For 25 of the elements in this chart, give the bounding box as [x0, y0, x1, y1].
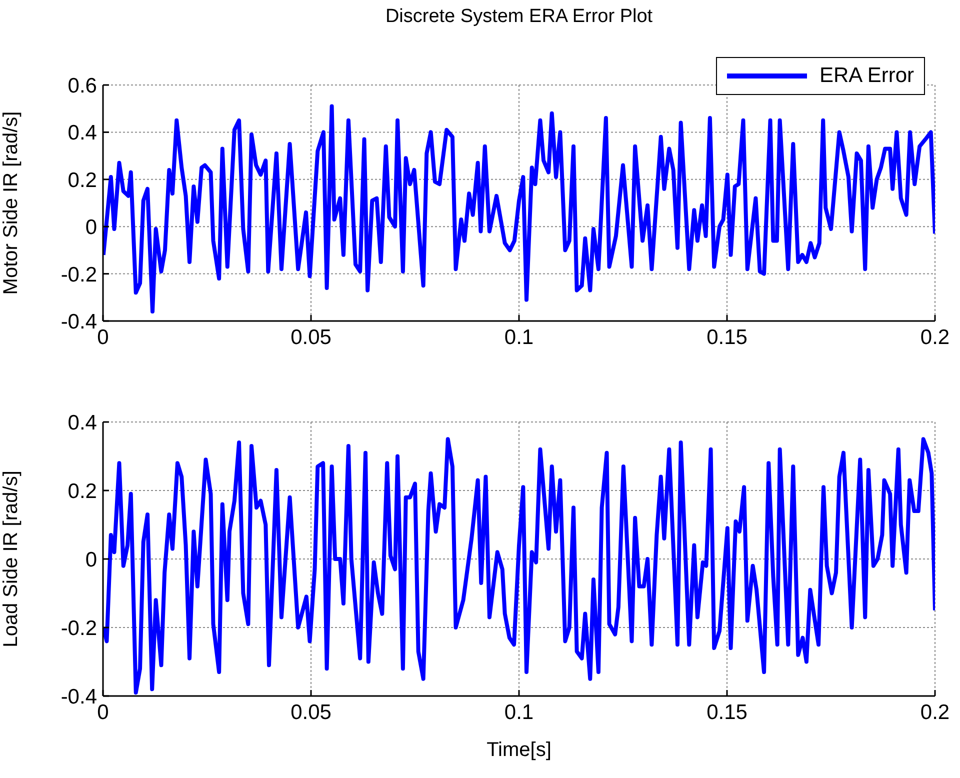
y-tick-label: -0.4: [60, 685, 98, 708]
y-tick-label: -0.2: [60, 263, 97, 286]
x-tick-label: 0.15: [706, 326, 748, 349]
x-tick-label: 0.05: [290, 700, 332, 724]
x-tick-label: 0.1: [504, 700, 534, 724]
legend-label: ERA Error: [819, 64, 914, 88]
x-tick-label: 0.1: [504, 326, 534, 349]
y-tick-label: 0.6: [68, 74, 97, 98]
x-tick-label: 0.15: [706, 700, 748, 724]
y-tick-label: 0.2: [68, 168, 97, 192]
x-tick-label: 0.05: [290, 326, 332, 349]
x-tick-label: 0.2: [920, 326, 950, 349]
x-tick-label: 0.2: [920, 700, 950, 724]
y-tick-label: -0.4: [60, 310, 98, 334]
y-tick-label: 0: [85, 548, 97, 572]
y-tick-label: 0.4: [68, 122, 98, 145]
x-axis-title: Time[s]: [486, 739, 552, 761]
y-tick-label: 0.4: [68, 411, 98, 434]
line-series: [103, 104, 935, 314]
y-axis-title: Load Side IR [rad/s]: [0, 470, 22, 648]
y-axis-title: Motor Side IR [rad/s]: [0, 111, 22, 295]
y-tick-label: 0: [85, 216, 97, 240]
y-tick-label: -0.2: [60, 616, 97, 640]
y-tick-label: 0.2: [68, 480, 97, 503]
chart-title: Discrete System ERA Error Plot: [384, 6, 654, 28]
